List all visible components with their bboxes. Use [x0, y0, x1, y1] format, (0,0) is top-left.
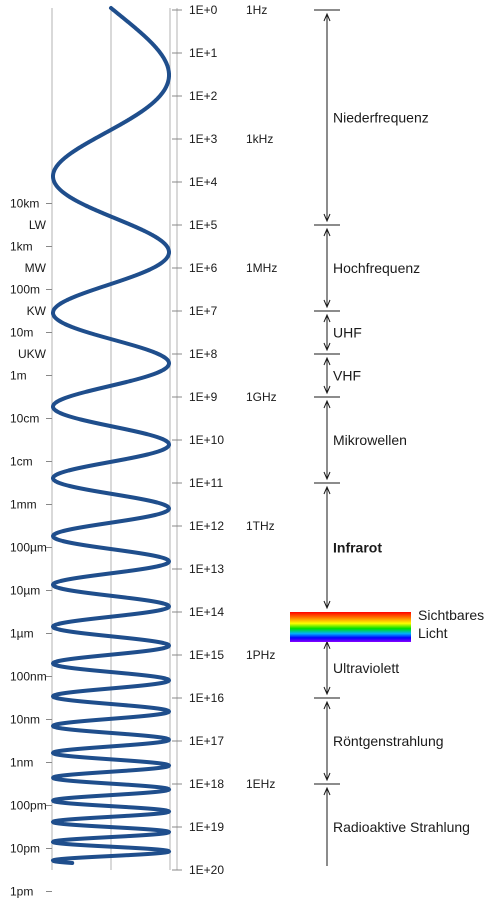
- unit-label: 1PHz: [246, 648, 275, 662]
- visible-light-spectrum: [290, 612, 411, 642]
- arrow-head: [323, 342, 331, 352]
- band-label: Mikrowellen: [333, 432, 407, 448]
- wavelength-label: 1nm: [10, 756, 33, 770]
- arrow-head: [323, 686, 331, 696]
- wavelength-label: 10pm: [10, 842, 40, 856]
- band-label: Hochfrequenz: [333, 260, 420, 276]
- frequency-tick-label: 1E+10: [189, 433, 224, 447]
- radio-band-label: MW: [25, 261, 47, 275]
- band-label: Ultraviolett: [333, 660, 399, 676]
- frequency-tick-label: 1E+4: [189, 175, 218, 189]
- wavelength-label: 1µm: [10, 627, 34, 641]
- arrow-head: [323, 213, 331, 223]
- frequency-tick-label: 1E+20: [189, 863, 224, 877]
- band-label: UHF: [333, 325, 362, 341]
- band-label: Röntgenstrahlung: [333, 733, 444, 749]
- arrow-head: [323, 12, 331, 22]
- frequency-tick-label: 1E+12: [189, 519, 224, 533]
- radio-band-label: LW: [29, 218, 47, 232]
- frequency-tick-label: 1E+17: [189, 734, 224, 748]
- unit-label: 1kHz: [246, 132, 273, 146]
- band-label: Infrarot: [333, 540, 382, 556]
- arrow-head: [323, 471, 331, 481]
- arrow-head: [323, 600, 331, 610]
- wavelength-label: 100m: [10, 283, 40, 297]
- wavelength-label: 1km: [10, 240, 33, 254]
- band-label: VHF: [333, 368, 361, 384]
- frequency-tick-label: 1E+0: [189, 3, 218, 17]
- frequency-tick-label: 1E+11: [189, 476, 223, 490]
- wavelength-label: 100pm: [10, 799, 47, 813]
- wavelength-label: 100µm: [10, 541, 47, 555]
- arrow-head: [323, 772, 331, 782]
- frequency-tick-label: 1E+9: [189, 390, 218, 404]
- frequency-tick-label: 1E+15: [189, 648, 224, 662]
- wavelength-label: 1m: [10, 369, 27, 383]
- arrow-head: [323, 299, 331, 309]
- visible-light-label-line2: Licht: [418, 625, 448, 641]
- frequency-ticks: 1E+0 1E+1 1E+2 1E+3 1E+4 1E+5 1E+6 1E+7 1E+8 1E+9…: [172, 3, 224, 877]
- arrow-head: [323, 786, 331, 796]
- wavelength-label: 100nm: [10, 670, 47, 684]
- arrow-head: [323, 485, 331, 495]
- unit-label: 1MHz: [246, 261, 277, 275]
- wavelength-label: 1mm: [10, 498, 37, 512]
- arrow-head: [323, 313, 331, 323]
- unit-label: 1THz: [246, 519, 275, 533]
- wavelength-labels: 10km 1km 100m 10m 1m 10cm 1cm 1mm 100µm 10µm 1µm 10…: [10, 197, 52, 899]
- frequency-tick-label: 1E+8: [189, 347, 218, 361]
- arrow-head: [323, 700, 331, 710]
- em-wave-curve: [51, 6, 171, 865]
- radio-band-labels: LW MW KW UKW: [18, 218, 47, 361]
- unit-label: 1Hz: [246, 3, 267, 17]
- wavelength-label: 10m: [10, 326, 33, 340]
- frequency-tick-label: 1E+2: [189, 89, 218, 103]
- frequency-tick-label: 1E+16: [189, 691, 224, 705]
- unit-label: 1GHz: [246, 390, 277, 404]
- frequency-tick-label: 1E+14: [189, 605, 224, 619]
- radio-band-label: UKW: [18, 347, 47, 361]
- band-label: Niederfrequenz: [333, 110, 429, 126]
- frequency-tick-label: 1E+13: [189, 562, 224, 576]
- frequency-tick-label: 1E+3: [189, 132, 218, 146]
- wavelength-label: 10km: [10, 197, 39, 211]
- wavelength-label: 1cm: [10, 455, 33, 469]
- frequency-tick-label: 1E+18: [189, 777, 224, 791]
- arrow-head: [323, 385, 331, 395]
- radio-band-label: KW: [27, 304, 47, 318]
- wavelength-label: 1pm: [10, 885, 33, 899]
- band-arrows: Niederfrequenz Hochfrequenz UHF VHF Mikrowel…: [314, 9, 470, 866]
- band-label: Radioaktive Strahlung: [333, 819, 470, 835]
- frequency-tick-label: 1E+19: [189, 820, 224, 834]
- unit-label: 1EHz: [246, 777, 275, 791]
- frequency-tick-label: 1E+7: [189, 304, 218, 318]
- wavelength-label: 10nm: [10, 713, 40, 727]
- arrow-head: [323, 399, 331, 409]
- arrow-head: [323, 356, 331, 366]
- wavelength-label: 10cm: [10, 412, 39, 426]
- unit-labels: 1Hz 1kHz 1MHz 1GHz 1THz 1PHz 1EHz: [246, 3, 277, 791]
- visible-light-label-line1: Sichtbares: [418, 607, 484, 623]
- frequency-tick-label: 1E+1: [189, 46, 218, 60]
- frequency-tick-label: 1E+5: [189, 218, 218, 232]
- arrow-head: [323, 227, 331, 237]
- wavelength-label: 10µm: [10, 584, 40, 598]
- frequency-tick-label: 1E+6: [189, 261, 218, 275]
